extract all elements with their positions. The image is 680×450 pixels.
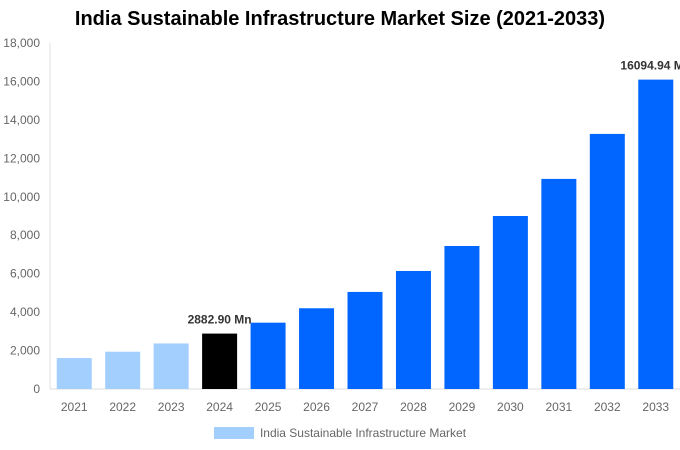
bar-2028 — [395, 270, 431, 389]
bar-2029 — [444, 245, 480, 389]
y-tick-label: 8,000 — [10, 228, 40, 242]
y-tick-label: 6,000 — [10, 267, 40, 281]
bar-2022 — [105, 351, 141, 389]
y-tick-label: 10,000 — [3, 190, 40, 204]
y-tick-label: 18,000 — [3, 36, 40, 50]
x-tick-label: 2024 — [206, 400, 233, 414]
x-tick-label: 2032 — [594, 400, 621, 414]
x-tick-label: 2023 — [158, 400, 185, 414]
bar-2021 — [56, 358, 92, 389]
legend-swatch — [213, 427, 254, 439]
x-tick-label: 2033 — [642, 400, 669, 414]
y-tick-label: 2,000 — [10, 344, 40, 358]
x-tick-label: 2028 — [400, 400, 427, 414]
bar-2033 — [638, 79, 674, 390]
x-tick-label: 2022 — [109, 400, 136, 414]
bar-2023 — [153, 343, 189, 389]
x-tick-label: 2026 — [303, 400, 330, 414]
bar-2032 — [589, 133, 625, 389]
y-tick-label: 4,000 — [10, 305, 40, 319]
x-tick-label: 2030 — [497, 400, 524, 414]
y-tick-label: 14,000 — [3, 113, 40, 127]
bar-2026 — [299, 308, 335, 389]
x-tick-label: 2031 — [545, 400, 572, 414]
x-tick-label: 2027 — [352, 400, 379, 414]
bar-2030 — [492, 216, 528, 389]
data-label: 2882.90 Mn — [188, 313, 252, 327]
y-tick-label: 0 — [33, 382, 40, 396]
y-tick-label: 16,000 — [3, 74, 40, 88]
bar-2027 — [347, 291, 383, 389]
data-label: 16094.94 Mn — [620, 59, 680, 73]
legend: India Sustainable Infrastructure Market — [0, 426, 680, 440]
x-tick-label: 2021 — [61, 400, 88, 414]
y-tick-label: 12,000 — [3, 151, 40, 165]
x-tick-label: 2029 — [449, 400, 476, 414]
chart-title: India Sustainable Infrastructure Market … — [74, 8, 606, 30]
bar-2025 — [250, 322, 286, 389]
bar-2031 — [541, 178, 577, 389]
legend-label: India Sustainable Infrastructure Market — [259, 426, 467, 440]
x-tick-label: 2025 — [255, 400, 282, 414]
bar-2024 — [202, 333, 238, 389]
